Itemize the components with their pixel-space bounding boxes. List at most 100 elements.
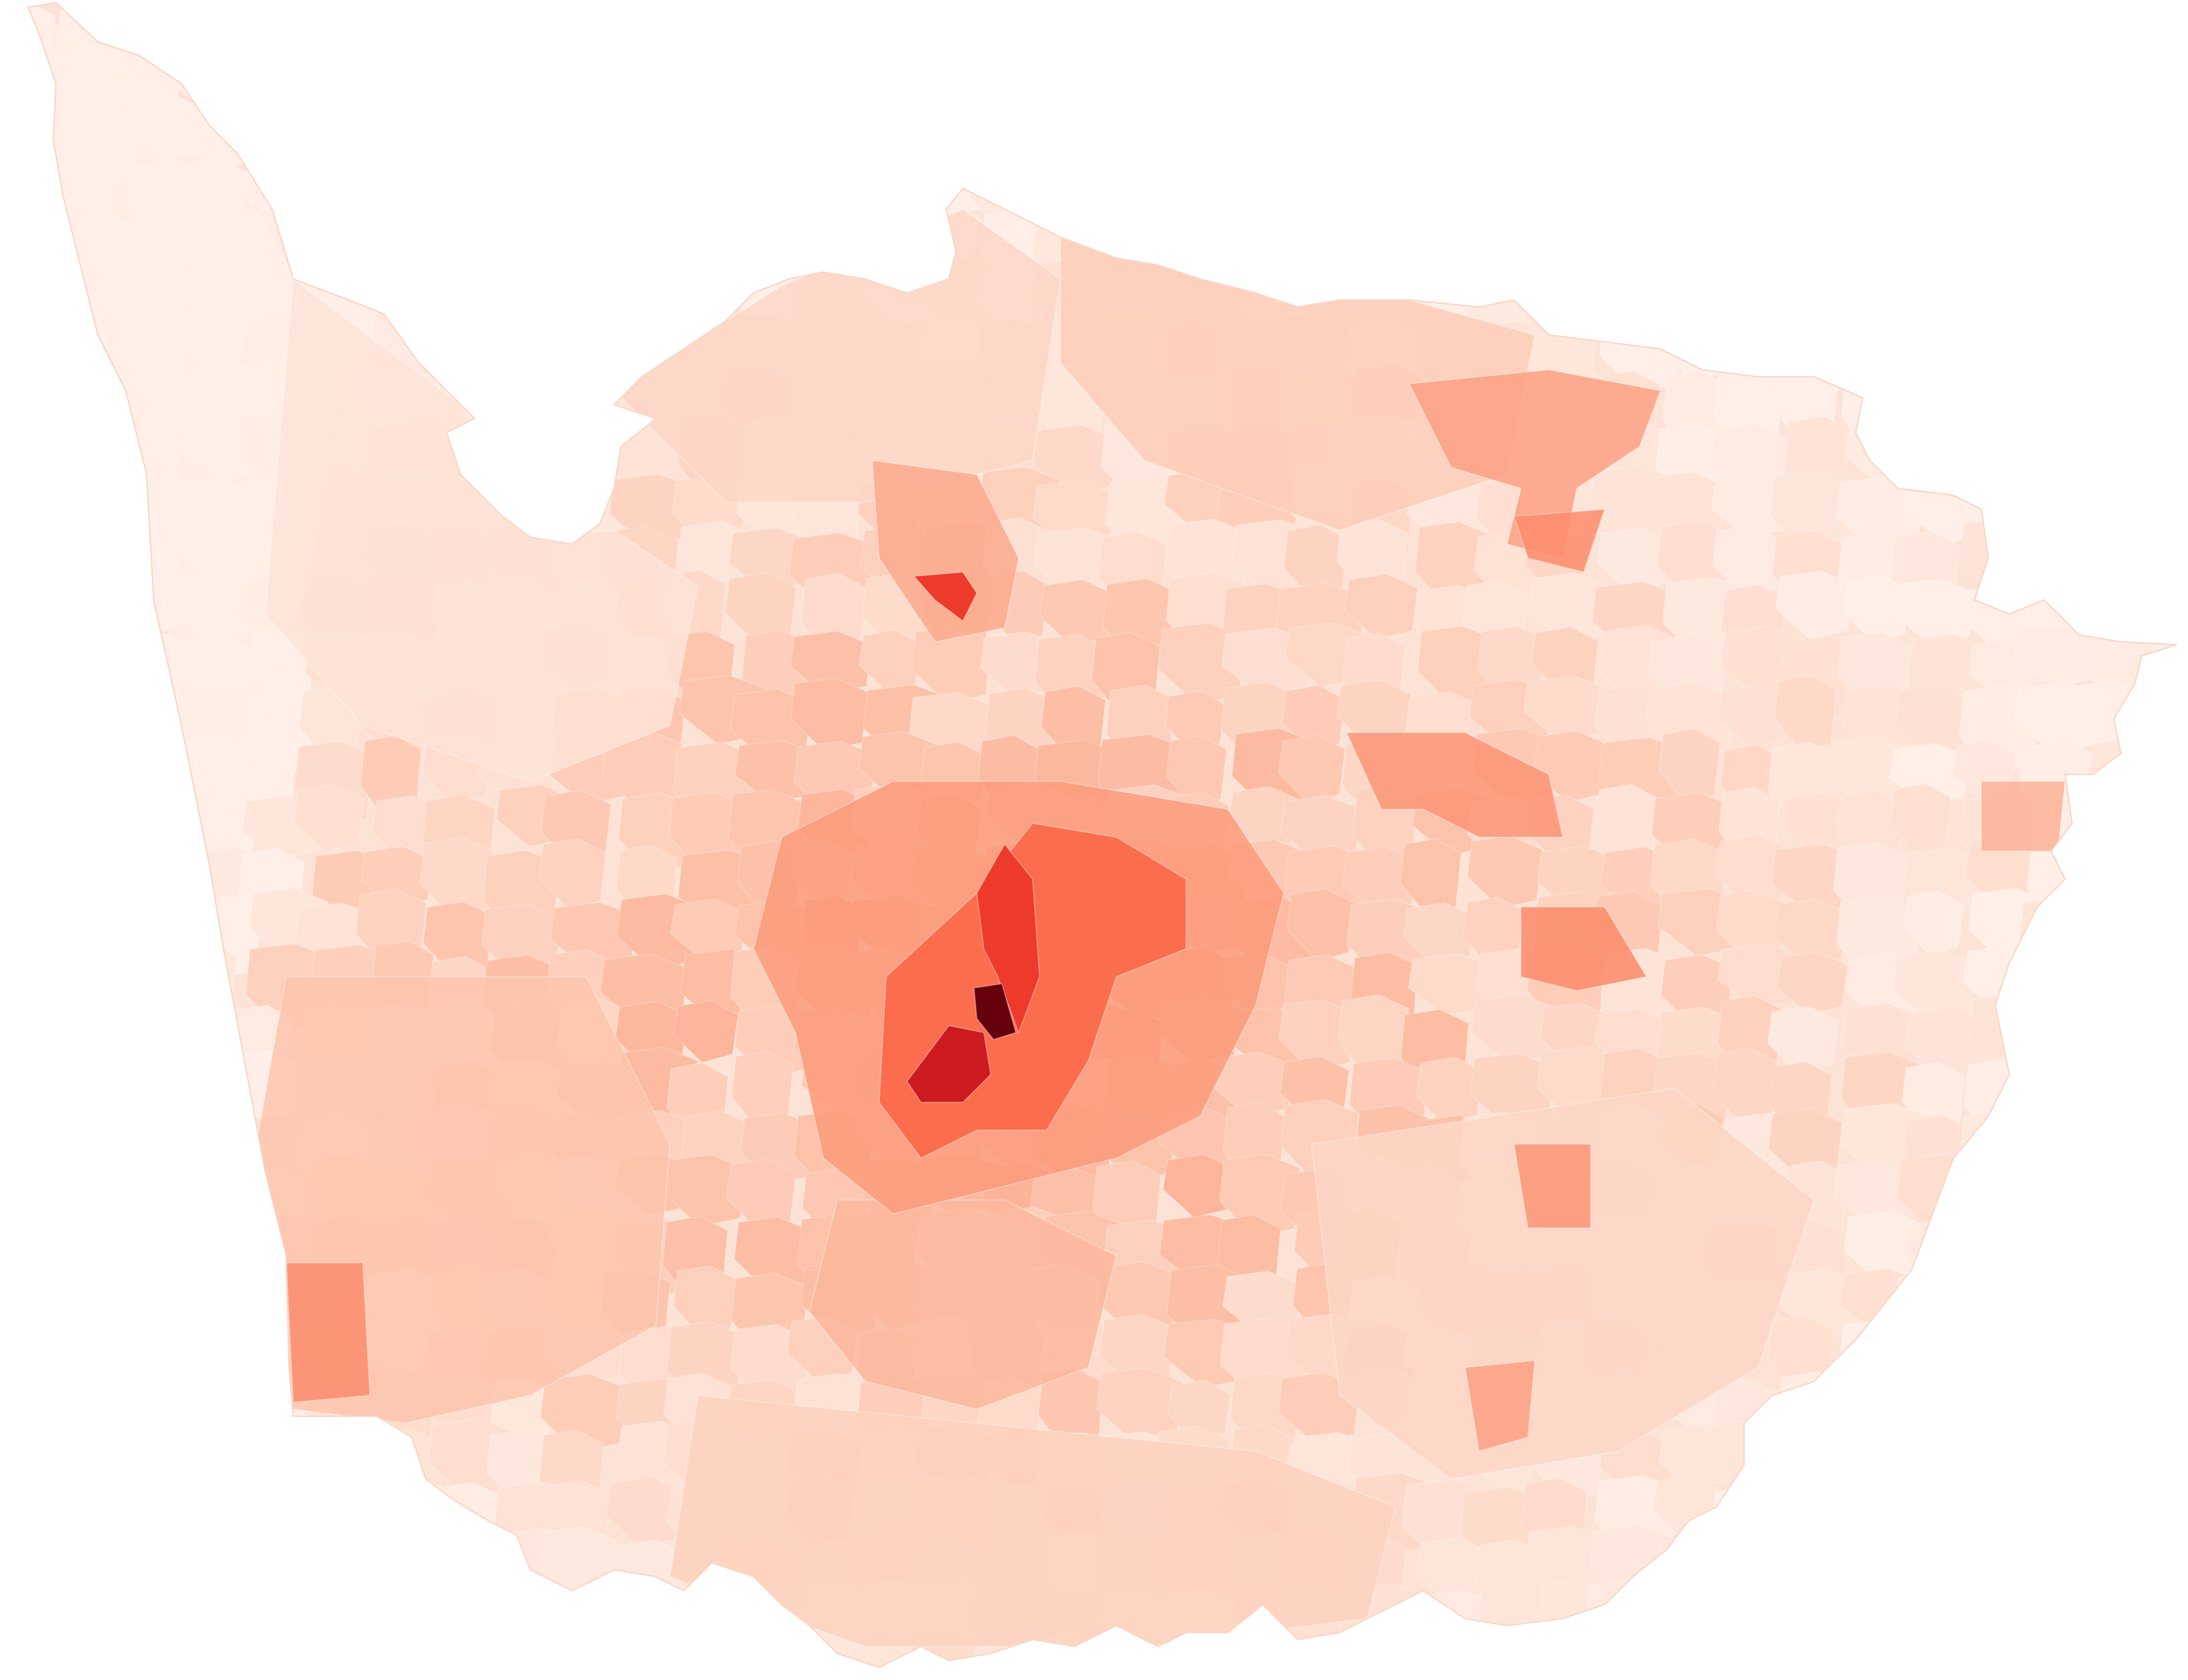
district xyxy=(664,3,734,65)
district xyxy=(539,1526,617,1615)
district xyxy=(2144,518,2177,584)
district xyxy=(793,55,857,129)
district xyxy=(677,146,748,226)
district xyxy=(848,205,931,275)
district xyxy=(363,95,427,159)
district xyxy=(28,1425,84,1488)
district xyxy=(2089,1159,2152,1225)
district xyxy=(249,3,314,76)
district xyxy=(2076,893,2147,956)
district xyxy=(372,254,452,319)
district xyxy=(179,1428,265,1508)
district xyxy=(1596,527,1673,592)
district xyxy=(1893,1272,1966,1354)
district xyxy=(184,3,247,79)
district xyxy=(366,1583,456,1664)
district xyxy=(600,1644,682,1668)
district xyxy=(431,1482,503,1571)
district xyxy=(1718,53,1785,122)
district xyxy=(1716,835,1789,907)
district xyxy=(2138,1271,2177,1336)
district xyxy=(2082,952,2173,1041)
district xyxy=(1707,3,1796,61)
district xyxy=(673,1265,737,1338)
district xyxy=(238,1632,311,1668)
district xyxy=(1648,101,1726,191)
district xyxy=(1351,105,1414,174)
district xyxy=(2138,367,2177,435)
district xyxy=(548,3,615,81)
district xyxy=(28,1533,52,1621)
district xyxy=(1654,1591,1726,1664)
district xyxy=(2030,305,2116,379)
district xyxy=(1094,1641,1164,1668)
district xyxy=(2073,473,2154,561)
district xyxy=(986,52,1069,130)
district xyxy=(1830,1526,1916,1597)
district xyxy=(1893,578,1976,645)
district xyxy=(796,153,874,228)
district xyxy=(1722,1642,1811,1668)
district xyxy=(2024,42,2102,112)
district xyxy=(1095,106,1184,188)
district xyxy=(304,197,375,282)
district xyxy=(1953,1214,2031,1295)
district xyxy=(1037,47,1113,126)
district xyxy=(53,466,140,548)
district xyxy=(1232,200,1310,280)
district xyxy=(845,38,919,104)
district xyxy=(1832,3,1920,71)
district xyxy=(2090,3,2172,55)
district xyxy=(1415,3,1491,50)
district xyxy=(54,1482,122,1553)
district xyxy=(1351,146,1421,220)
district xyxy=(2024,361,2093,430)
district xyxy=(2137,797,2177,874)
district xyxy=(175,1632,238,1668)
district xyxy=(1411,155,1477,244)
district xyxy=(1293,209,1376,298)
district xyxy=(1831,1633,1909,1668)
district xyxy=(1906,1218,1996,1286)
district xyxy=(2144,835,2177,912)
district xyxy=(28,476,84,545)
district xyxy=(2077,520,2147,594)
district xyxy=(1227,96,1310,168)
district xyxy=(1962,1482,2038,1570)
district xyxy=(481,50,549,125)
district xyxy=(28,256,87,319)
district xyxy=(172,941,238,1009)
district xyxy=(2080,155,2149,225)
district xyxy=(482,1645,565,1668)
district xyxy=(478,210,550,292)
district xyxy=(28,624,86,696)
district xyxy=(1339,204,1414,274)
district xyxy=(1952,102,2026,178)
district xyxy=(1046,105,1117,180)
district xyxy=(28,1218,70,1284)
district xyxy=(1839,1319,1923,1400)
district xyxy=(110,1584,202,1660)
district xyxy=(1411,47,1486,134)
district xyxy=(28,1062,80,1127)
district xyxy=(1902,160,1985,241)
district xyxy=(2149,1155,2177,1231)
district xyxy=(2138,413,2177,481)
district xyxy=(477,373,562,455)
district xyxy=(60,1106,149,1174)
district xyxy=(1228,3,1290,60)
district xyxy=(491,3,554,71)
district xyxy=(243,1524,322,1604)
region-north-central xyxy=(613,208,1061,503)
district xyxy=(114,1168,185,1257)
district xyxy=(1712,1576,1789,1655)
district xyxy=(545,360,618,424)
district xyxy=(1844,102,1918,175)
district xyxy=(1711,1534,1802,1619)
region-western-panhandle xyxy=(28,5,350,839)
district xyxy=(428,207,516,295)
district xyxy=(1770,1588,1847,1668)
district xyxy=(2017,946,2086,1035)
